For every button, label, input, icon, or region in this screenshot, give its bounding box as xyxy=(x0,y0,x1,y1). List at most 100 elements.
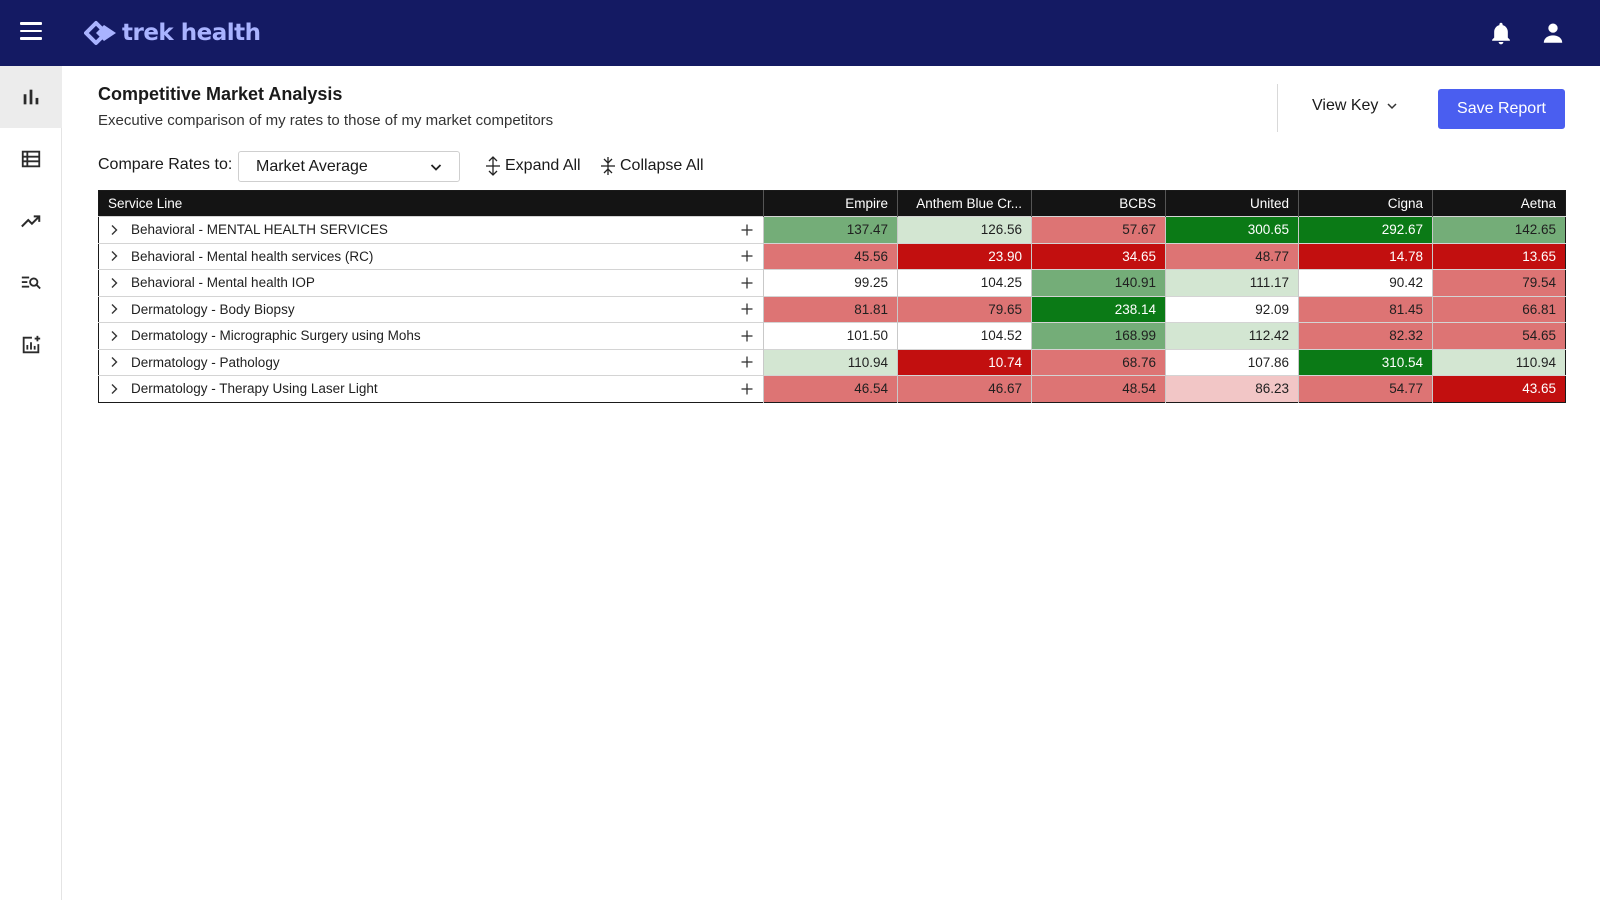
rate-cell[interactable]: 46.54 xyxy=(763,375,898,402)
table-row[interactable]: Dermatology - Body Biopsy 81.81 79.65 238.1… xyxy=(98,295,1566,323)
column-header-bcbs[interactable]: BCBS xyxy=(1031,190,1166,217)
rate-cell[interactable]: 45.56 xyxy=(763,242,898,270)
rate-cell[interactable]: 137.47 xyxy=(763,216,898,243)
sidebar-item-trends[interactable] xyxy=(0,190,62,252)
rate-cell[interactable]: 112.42 xyxy=(1165,322,1299,349)
rate-cell[interactable]: 101.50 xyxy=(763,322,898,349)
table-row[interactable]: Dermatology - Micrographic Surgery using… xyxy=(98,322,1566,349)
column-header-aetna[interactable]: Aetna xyxy=(1432,190,1566,217)
column-header-service-line[interactable]: Service Line xyxy=(98,190,764,217)
rate-cell[interactable]: 48.77 xyxy=(1165,242,1299,270)
rate-cell[interactable]: 46.67 xyxy=(897,375,1032,402)
column-header-united[interactable]: United xyxy=(1165,190,1299,217)
table-row[interactable]: Behavioral - MENTAL HEALTH SERVICES 137.4… xyxy=(98,216,1566,243)
table-row[interactable]: Dermatology - Pathology 110.94 10.74 68.76 1… xyxy=(98,348,1566,376)
chevron-right-icon[interactable] xyxy=(107,249,121,263)
rate-cell[interactable]: 99.25 xyxy=(763,269,898,296)
plus-icon[interactable] xyxy=(740,355,754,369)
plus-icon[interactable] xyxy=(740,382,754,396)
rate-cell[interactable]: 86.23 xyxy=(1165,375,1299,402)
rate-cell[interactable]: 107.86 xyxy=(1165,348,1299,376)
rate-cell[interactable]: 142.65 xyxy=(1432,216,1566,243)
table-row[interactable]: Behavioral - Mental health services (RC)… xyxy=(98,242,1566,270)
rate-cell[interactable]: 111.17 xyxy=(1165,269,1299,296)
rate-cell[interactable]: 126.56 xyxy=(897,216,1032,243)
menu-icon[interactable] xyxy=(20,22,42,44)
chevron-right-icon[interactable] xyxy=(107,223,121,237)
sidebar-item-search[interactable] xyxy=(0,252,62,314)
service-line-cell: Behavioral - MENTAL HEALTH SERVICES xyxy=(98,216,764,243)
rate-cell[interactable]: 140.91 xyxy=(1031,269,1166,296)
rate-cell[interactable]: 300.65 xyxy=(1165,216,1299,243)
expand-all-button[interactable]: Expand All xyxy=(485,156,581,176)
save-report-button[interactable]: Save Report xyxy=(1438,89,1565,129)
rate-cell[interactable]: 66.81 xyxy=(1432,295,1566,323)
trek-health-logo-icon xyxy=(84,21,116,45)
compare-rates-select[interactable]: Market Average xyxy=(238,151,460,182)
sidebar-item-analysis[interactable] xyxy=(0,66,62,128)
plus-icon[interactable] xyxy=(740,223,754,237)
rate-cell[interactable]: 92.09 xyxy=(1165,295,1299,323)
table-list-icon xyxy=(21,150,41,168)
rate-cell[interactable]: 79.54 xyxy=(1432,269,1566,296)
rate-cell[interactable]: 90.42 xyxy=(1298,269,1433,296)
user-icon[interactable] xyxy=(1540,20,1566,46)
rate-cell[interactable]: 57.67 xyxy=(1031,216,1166,243)
plus-icon[interactable] xyxy=(740,249,754,263)
rate-cell[interactable]: 238.14 xyxy=(1031,295,1166,323)
rate-cell[interactable]: 43.65 xyxy=(1432,375,1566,402)
column-header-anthem[interactable]: Anthem Blue Cr... xyxy=(897,190,1032,217)
rate-cell[interactable]: 34.65 xyxy=(1031,242,1166,270)
service-line-cell: Behavioral - Mental health IOP xyxy=(98,269,764,296)
sidebar-item-tables[interactable] xyxy=(0,128,62,190)
page-title: Competitive Market Analysis xyxy=(98,84,343,104)
rate-cell[interactable]: 310.54 xyxy=(1298,348,1433,376)
sidebar-item-add-report[interactable] xyxy=(0,314,62,376)
service-line-cell: Dermatology - Therapy Using Laser Light xyxy=(98,375,764,402)
view-key-dropdown[interactable]: View Key xyxy=(1312,97,1398,115)
rate-cell[interactable]: 110.94 xyxy=(1432,348,1566,376)
service-line-name: Dermatology - Pathology xyxy=(131,354,280,370)
rate-cell[interactable]: 14.78 xyxy=(1298,242,1433,270)
collapse-all-button[interactable]: Collapse All xyxy=(600,156,704,176)
column-header-empire[interactable]: Empire xyxy=(763,190,898,217)
plus-icon[interactable] xyxy=(740,302,754,316)
chevron-right-icon[interactable] xyxy=(107,276,121,290)
bell-icon[interactable] xyxy=(1488,20,1514,46)
compare-rates-label: Compare Rates to: xyxy=(98,156,233,173)
rate-cell[interactable]: 10.74 xyxy=(897,348,1032,376)
rate-cell[interactable]: 54.65 xyxy=(1432,322,1566,349)
rate-cell[interactable]: 23.90 xyxy=(897,242,1032,270)
chevron-right-icon[interactable] xyxy=(107,302,121,316)
chevron-right-icon[interactable] xyxy=(107,355,121,369)
rate-cell[interactable]: 81.45 xyxy=(1298,295,1433,323)
rate-cell[interactable]: 104.25 xyxy=(897,269,1032,296)
rate-cell[interactable]: 13.65 xyxy=(1432,242,1566,270)
chevron-right-icon[interactable] xyxy=(107,329,121,343)
table-row[interactable]: Behavioral - Mental health IOP 99.25 104.2… xyxy=(98,269,1566,296)
header-divider xyxy=(1277,84,1278,132)
rate-cell[interactable]: 82.32 xyxy=(1298,322,1433,349)
rate-cell[interactable]: 68.76 xyxy=(1031,348,1166,376)
bar-chart-icon xyxy=(23,89,39,105)
sidebar xyxy=(0,66,62,900)
rate-cell[interactable]: 110.94 xyxy=(763,348,898,376)
add-chart-icon xyxy=(22,335,41,354)
column-header-cigna[interactable]: Cigna xyxy=(1298,190,1433,217)
logo[interactable]: trek health xyxy=(84,16,261,50)
rate-cell[interactable]: 104.52 xyxy=(897,322,1032,349)
rate-cell[interactable]: 168.99 xyxy=(1031,322,1166,349)
rate-cell[interactable]: 292.67 xyxy=(1298,216,1433,243)
table-row[interactable]: Dermatology - Therapy Using Laser Light 4… xyxy=(98,375,1566,402)
service-line-name: Behavioral - Mental health IOP xyxy=(131,275,315,291)
plus-icon[interactable] xyxy=(740,276,754,290)
rate-cell[interactable]: 48.54 xyxy=(1031,375,1166,402)
rate-cell[interactable]: 81.81 xyxy=(763,295,898,323)
rate-cell[interactable]: 79.65 xyxy=(897,295,1032,323)
service-line-name: Dermatology - Micrographic Surgery using… xyxy=(131,328,421,344)
page-subtitle: Executive comparison of my rates to thos… xyxy=(98,112,554,129)
chevron-right-icon[interactable] xyxy=(107,382,121,396)
rate-cell[interactable]: 54.77 xyxy=(1298,375,1433,402)
chevron-down-icon xyxy=(430,163,442,171)
plus-icon[interactable] xyxy=(740,329,754,343)
